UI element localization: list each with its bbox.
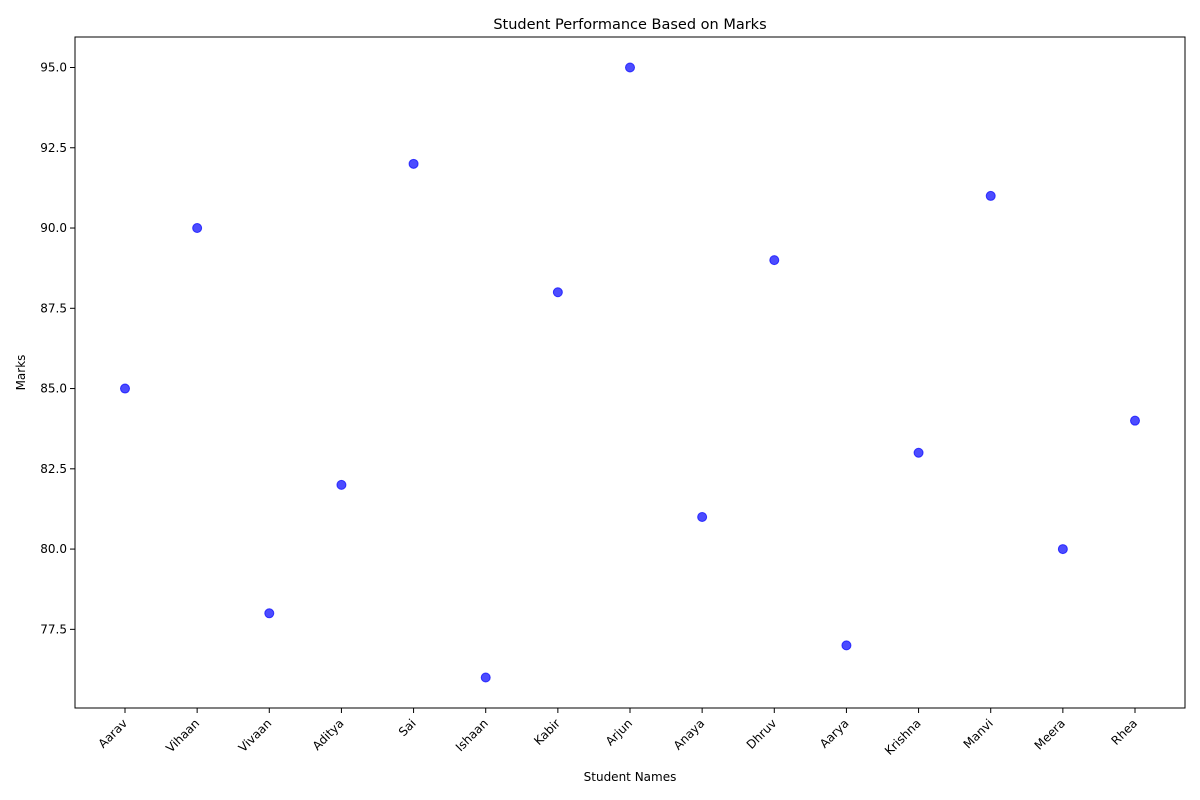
y-tick-label: 87.5 — [40, 301, 67, 315]
x-axis-label: Student Names — [584, 770, 677, 784]
data-point — [625, 62, 635, 73]
data-points — [120, 62, 1140, 683]
chart-title: Student Performance Based on Marks — [493, 17, 766, 33]
data-point — [841, 640, 852, 651]
data-point — [1057, 544, 1068, 555]
data-point — [408, 158, 419, 169]
data-point — [913, 447, 924, 458]
y-tick-label: 92.5 — [40, 141, 67, 155]
y-tick-label: 77.5 — [40, 622, 67, 636]
data-point — [336, 479, 347, 490]
plot-area-frame — [74, 36, 1186, 709]
data-point — [264, 608, 275, 619]
data-point — [552, 287, 563, 298]
data-point — [1130, 415, 1140, 426]
data-point — [985, 190, 996, 201]
y-axis-ticks: 77.5 80.0 82.5 85.0 87.5 90.0 92.5 95.0 — [40, 61, 75, 636]
data-point — [769, 255, 780, 266]
y-axis-label: Marks — [14, 355, 28, 391]
y-tick-label: 82.5 — [40, 462, 67, 476]
data-point — [697, 511, 708, 522]
y-tick-label: 80.0 — [40, 542, 67, 556]
data-point — [120, 383, 130, 394]
data-point — [480, 672, 491, 683]
data-point — [192, 223, 203, 234]
y-tick-label: 90.0 — [40, 221, 67, 235]
y-tick-label: 95.0 — [40, 61, 67, 75]
y-tick-label: 85.0 — [40, 382, 67, 396]
